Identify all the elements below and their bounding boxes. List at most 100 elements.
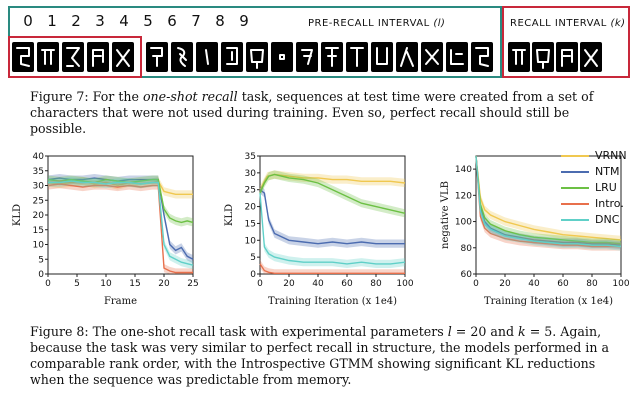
plot-0-line-NTM: [47, 177, 194, 260]
char-17-glyph-icon: [421, 42, 443, 72]
plot-1-xtick-label-40: 40: [312, 279, 324, 289]
plot-iter-kld: 0 20 40 60 80 100 0 5 10 15 20 25 30 35 Training Itera…: [220, 150, 415, 310]
char-21-glyph-icon: [532, 42, 554, 72]
char-7-glyph-icon: [171, 42, 193, 72]
plot-0-ytick-label-15: 15: [33, 226, 44, 236]
char-23-glyph-icon: [580, 42, 602, 72]
figure7-caption: Figure 7: For the one-shot recall task, …: [30, 89, 620, 137]
plot-1-line-LRU: [259, 173, 406, 214]
plot-1-line-DNC: [259, 193, 406, 265]
figure8-caption: Figure 8: The one-shot recall task with …: [30, 324, 620, 388]
pre-recall-label: PRE-RECALL INTERVAL (l): [308, 18, 445, 29]
plot-2-ytick-label-140: 140: [455, 165, 472, 175]
char-18-glyph-icon: [446, 42, 468, 72]
plot-0-xtick-label-5: 5: [74, 279, 80, 289]
plot-0-ytick-label-10: 10: [33, 241, 45, 251]
frame-number-9: 9: [239, 12, 249, 30]
frame-number-7: 7: [191, 12, 201, 30]
plot-1-ytick-label-35: 35: [245, 152, 256, 162]
plot-2-ytick-label-120: 120: [455, 191, 472, 201]
figure8-caption-k: k: [518, 324, 526, 339]
plot-frame-kld-svg: 0 5 10 15 20 25 0 5 10 15 20 25 30 35 40 Frame KLD: [12, 152, 199, 307]
plot-1-ylabel: KLD: [224, 204, 235, 226]
plot-2-line-VRNN: [475, 155, 622, 241]
frame-number-8: 8: [215, 12, 225, 30]
char-10-glyph-icon: [246, 42, 268, 72]
figure7-caption-em: one-shot recall: [142, 89, 238, 104]
char-3-glyph-icon: [62, 42, 84, 72]
plot-1-xtick-label-100: 100: [396, 279, 413, 289]
plot-0-ytick-label-35: 35: [33, 167, 44, 177]
figure7-caption-rest: task, sequences at test time were create…: [30, 89, 594, 136]
plot-1-ytick-label-15: 15: [245, 219, 256, 229]
plot-0-ytick-label-5: 5: [38, 255, 44, 265]
plot-1-ytick-label-25: 25: [245, 186, 256, 196]
plot-2-band-VRNN: [476, 156, 621, 244]
plot-0-xtick-label-0: 0: [45, 279, 51, 289]
plot-1-xtick-label-0: 0: [257, 279, 263, 289]
char-13-glyph-icon: [321, 42, 343, 72]
legend-item-intro: Intro.: [561, 196, 631, 212]
legend-label: LRU: [595, 181, 617, 194]
plot-1-band-DNC: [260, 189, 405, 268]
plot-2-band-NTM: [476, 156, 621, 250]
char-12-glyph-icon: [296, 42, 318, 72]
plot-0-ytick-label-30: 30: [33, 182, 45, 192]
plot-frame-kld: 0 5 10 15 20 25 0 5 10 15 20 25 30 35 40 Frame KLD: [8, 150, 203, 310]
char-19-glyph-icon: [471, 42, 493, 72]
plot-0-line-DNC: [48, 180, 194, 266]
plot-2-frame: [475, 155, 622, 275]
legend-label: DNC: [595, 213, 620, 226]
plot-2-line-DNC: [475, 155, 622, 248]
plot-2-xtick-label-100: 100: [612, 279, 629, 289]
pre-recall-text: PRE-RECALL INTERVAL: [308, 18, 430, 29]
legend-item-dnc: DNC: [561, 212, 631, 228]
char-11-glyph-icon: [271, 42, 293, 72]
plot-iter-kld-svg: 0 20 40 60 80 100 0 5 10 15 20 25 30 35 Training Itera…: [224, 152, 414, 307]
legend-swatch: [561, 219, 589, 221]
plot-2-band-DNC: [476, 156, 621, 251]
plot-2-xtick-label-60: 60: [557, 279, 569, 289]
plot-0-xtick-label-10: 10: [100, 279, 112, 289]
char-1-glyph-icon: [12, 42, 34, 72]
plot-1-ytick-label-5: 5: [250, 253, 256, 263]
char-8-glyph-icon: [196, 42, 218, 72]
char-9-glyph-icon: [221, 42, 243, 72]
plot-2-xtick-label-20: 20: [499, 279, 511, 289]
legend-swatch: [561, 187, 589, 189]
frame-number-3: 3: [95, 12, 105, 30]
plot-0-xtick-label-25: 25: [187, 279, 198, 289]
plot-2-line-Intro: [475, 155, 621, 248]
recall-var: (k): [610, 18, 626, 29]
plot-2-line-LRU: [475, 155, 622, 245]
plot-1-band-LRU: [260, 170, 405, 218]
frame-number-2: 2: [71, 12, 81, 30]
recall-interval-box: [502, 6, 630, 78]
legend-label: NTM: [595, 165, 620, 178]
plot-1-xtick-label-60: 60: [341, 279, 353, 289]
plot-2-ytick-label-100: 100: [455, 218, 472, 228]
plot-0-ytick-label-25: 25: [33, 196, 44, 206]
plot-1-ytick-label-0: 0: [250, 270, 256, 280]
plot-0-ytick-label-20: 20: [33, 211, 45, 221]
legend-item-lru: LRU: [561, 180, 631, 196]
plot-0-ytick-label-40: 40: [33, 152, 45, 162]
figure7-caption-prefix: Figure 7: For the: [30, 89, 143, 104]
plot-0-xtick-label-20: 20: [158, 279, 170, 289]
plot-1-band-Intro: [260, 259, 405, 274]
plot-0-line-Intro: [47, 183, 193, 274]
plot-1-ytick-label-20: 20: [245, 203, 257, 213]
plot-2-xtick-label-0: 0: [473, 279, 479, 289]
plot-1-line-Intro: [259, 263, 405, 274]
char-22-glyph-icon: [556, 42, 578, 72]
plot-1-xtick-label-20: 20: [283, 279, 295, 289]
plot-2-xtick-label-40: 40: [528, 279, 540, 289]
plot-1-ytick-label-30: 30: [245, 169, 257, 179]
plot-0-xlabel: Frame: [104, 296, 137, 307]
legend-swatch: [561, 203, 589, 205]
figure8-caption-l: l: [447, 324, 452, 339]
initial-characters-box: [8, 36, 142, 78]
plot-0-line-LRU: [47, 178, 194, 224]
char-15-glyph-icon: [371, 42, 393, 72]
